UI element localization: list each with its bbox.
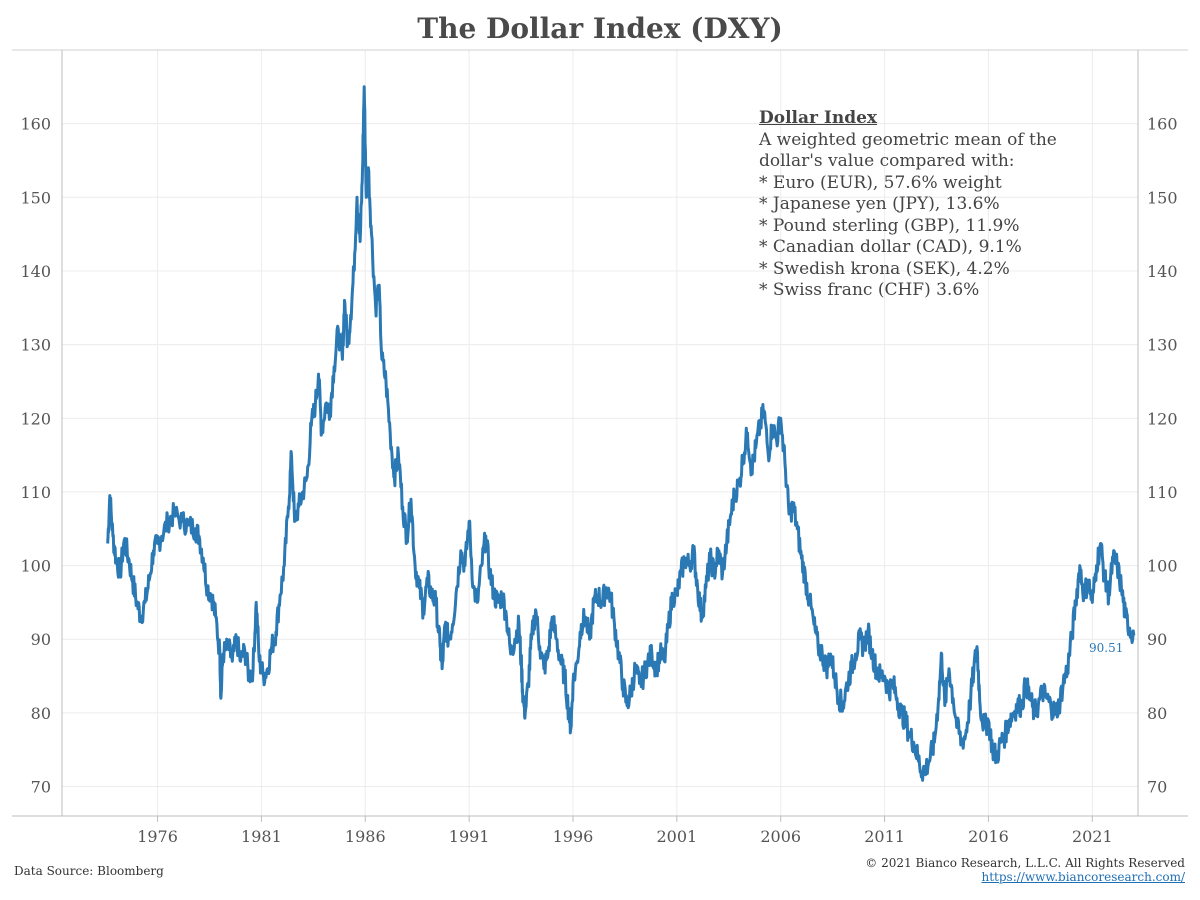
x-tick-label: 1981	[241, 827, 282, 846]
note-line: * Japanese yen (JPY), 13.6%	[759, 194, 1000, 214]
x-tick-label: 2016	[968, 827, 1009, 846]
x-tick-label: 1991	[449, 827, 490, 846]
y-tick-label-right: 140	[1147, 262, 1178, 281]
y-tick-label-left: 110	[20, 483, 51, 502]
x-tick-label: 1976	[137, 827, 178, 846]
note-line: dollar's value compared with:	[759, 151, 1015, 171]
y-tick-label-right: 80	[1147, 704, 1167, 723]
y-tick-label-right: 90	[1147, 630, 1167, 649]
note-line: A weighted geometric mean of the	[759, 129, 1057, 150]
y-tick-label-left: 140	[20, 262, 51, 281]
last-value-label: 90.51	[1089, 641, 1123, 655]
y-tick-label-right: 110	[1147, 483, 1178, 502]
x-tick-label: 2011	[864, 827, 905, 846]
index-description: Dollar Index A weighted geometric mean o…	[759, 108, 1057, 302]
note-line: * Swiss franc (CHF) 3.6%	[759, 280, 980, 300]
y-tick-label-right: 120	[1147, 409, 1178, 428]
x-tick-label: 2001	[656, 827, 697, 846]
y-tick-label-left: 160	[20, 115, 51, 134]
y-tick-label-right: 160	[1147, 115, 1178, 134]
data-source: Data Source: Bloomberg	[14, 864, 164, 878]
dollar-index-line	[106, 85, 1136, 782]
note-line: * Euro (EUR), 57.6% weight	[759, 172, 1002, 193]
axes	[12, 49, 1188, 822]
x-tick-label: 1996	[553, 827, 594, 846]
y-tick-label-right: 150	[1147, 188, 1178, 207]
x-tick-label: 1986	[345, 827, 386, 846]
note-line: * Pound sterling (GBP), 11.9%	[759, 215, 1020, 236]
y-tick-label-right: 130	[1147, 336, 1178, 355]
y-tick-label-right: 100	[1147, 557, 1178, 576]
note-line: * Swedish krona (SEK), 4.2%	[759, 258, 1010, 279]
y-tick-label-left: 100	[20, 557, 51, 576]
note-heading: Dollar Index	[759, 108, 878, 128]
y-tick-label-left: 130	[20, 336, 51, 355]
x-tick-label: 2021	[1072, 827, 1113, 846]
y-tick-label-left: 90	[31, 630, 51, 649]
y-tick-label-right: 70	[1147, 778, 1167, 797]
y-tick-label-left: 120	[20, 409, 51, 428]
copyright-text: © 2021 Bianco Research, L.L.C. All Right…	[865, 856, 1185, 870]
tick-labels: 1976 1981 1986 1991 1996 2001 2006 2011 2016 2021…	[20, 115, 1177, 846]
y-tick-label-left: 150	[20, 188, 51, 207]
copyright-block: © 2021 Bianco Research, L.L.C. All Right…	[865, 856, 1185, 884]
x-tick-label: 2006	[760, 827, 801, 846]
y-tick-label-left: 70	[31, 778, 51, 797]
chart-title: The Dollar Index (DXY)	[417, 12, 783, 45]
y-tick-label-left: 80	[31, 704, 51, 723]
website-link[interactable]: https://www.biancoresearch.com/	[981, 870, 1185, 884]
note-line: * Canadian dollar (CAD), 9.1%	[759, 237, 1022, 257]
